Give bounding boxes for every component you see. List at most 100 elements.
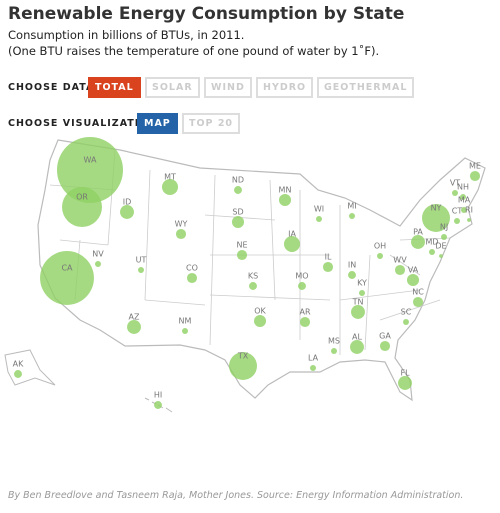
state-bubble	[231, 215, 245, 229]
subtitle: Consumption in billions of BTUs, in 2011…	[8, 28, 245, 42]
state-bubble	[278, 193, 292, 207]
state-label: WV	[393, 256, 407, 265]
state-bubble	[40, 251, 94, 305]
state-label: AL	[352, 333, 362, 342]
state-label: OR	[76, 193, 88, 202]
state-label: ID	[123, 198, 132, 207]
state-bubble	[316, 216, 322, 222]
data-label: CHOOSE DATA:	[8, 82, 100, 93]
state-bubble	[421, 203, 451, 233]
state-label: WA	[84, 156, 97, 165]
state-bubble	[127, 320, 141, 334]
state-label: FL	[400, 369, 410, 378]
state-label: SC	[401, 308, 412, 317]
option-button[interactable]: TOP 20	[182, 113, 241, 134]
state-label: MD	[425, 238, 438, 247]
state-label: GA	[379, 332, 391, 341]
state-bubble	[349, 213, 355, 219]
state-bubble	[322, 261, 334, 273]
state-bubble	[411, 235, 425, 249]
state-label: AR	[299, 308, 310, 317]
state-label: DE	[435, 242, 446, 251]
state-bubble	[95, 261, 101, 267]
state-bubble	[62, 187, 102, 227]
state-label: RI	[465, 206, 473, 215]
state-label: MT	[164, 173, 176, 182]
state-label: PA	[413, 228, 423, 237]
state-label: WI	[314, 205, 324, 214]
state-bubble	[249, 282, 257, 290]
state-label: MS	[328, 337, 340, 346]
state-bubble	[350, 340, 364, 354]
state-label: OH	[374, 242, 386, 251]
state-bubble	[175, 228, 187, 240]
state-label: NM	[179, 317, 192, 326]
state-bubble	[441, 234, 447, 240]
state-bubble	[454, 218, 460, 224]
state-bubble	[228, 351, 258, 381]
state-label: CA	[61, 264, 73, 273]
state-label: LA	[308, 354, 319, 363]
state-bubble	[331, 348, 337, 354]
state-label: WY	[175, 220, 188, 229]
title: Renewable Energy Consumption by State	[8, 4, 405, 24]
option-button[interactable]: TOTAL	[88, 77, 141, 98]
state-label: ND	[232, 176, 244, 185]
state-bubble	[439, 254, 443, 258]
viz-label: CHOOSE VISUALIZATION:	[8, 118, 163, 129]
state-bubble	[394, 264, 406, 276]
state-label: MI	[347, 202, 356, 211]
state-bubble	[429, 249, 435, 255]
state-bubble	[379, 340, 391, 352]
state-bubble	[182, 328, 188, 334]
state-bubble	[406, 273, 420, 287]
map: WA OR CA ID MT WY NV UT CO AZ NM ND SD NE KS OK TX MN IA MO…	[4, 137, 486, 413]
state-bubble	[461, 207, 467, 213]
state-label: MN	[279, 186, 292, 195]
option-button[interactable]: GEOTHERMAL	[317, 77, 415, 98]
state-bubble	[403, 319, 409, 325]
state-bubble	[253, 314, 267, 328]
option-button[interactable]: MAP	[137, 113, 178, 134]
state-bubble	[377, 253, 383, 259]
note: (One BTU raises the temperature of one p…	[8, 44, 380, 58]
state-bubble	[57, 137, 123, 203]
state-label: IN	[348, 261, 356, 270]
state-label: TX	[237, 352, 249, 361]
state-label: MO	[295, 272, 308, 281]
state-bubble	[310, 365, 316, 371]
state-bubble	[283, 235, 301, 253]
state-label: AK	[13, 360, 24, 369]
state-bubble	[154, 401, 162, 409]
state-label: VA	[408, 266, 419, 275]
state-label: ME	[469, 162, 481, 171]
state-label: CO	[186, 264, 198, 273]
state-label: KY	[357, 279, 367, 288]
state-label: CT	[452, 207, 463, 216]
state-label: OK	[254, 307, 266, 316]
state-bubble	[467, 218, 471, 222]
state-bubble	[298, 282, 306, 290]
option-button[interactable]: SOLAR	[145, 77, 200, 98]
option-button[interactable]: WIND	[204, 77, 252, 98]
state-bubble	[351, 305, 365, 319]
state-label: NJ	[440, 223, 448, 232]
state-bubble	[161, 178, 179, 196]
state-label: NH	[457, 183, 469, 192]
state-label: NV	[92, 250, 104, 259]
state-label: NY	[431, 204, 442, 213]
state-bubble	[14, 370, 22, 378]
state-label: NC	[412, 288, 424, 297]
state-label: MA	[458, 196, 471, 205]
state-label: SD	[232, 208, 243, 217]
option-button[interactable]: HYDRO	[256, 77, 314, 98]
state-bubble	[469, 170, 481, 182]
state-label: AZ	[129, 313, 140, 322]
state-bubble	[359, 290, 365, 296]
state-label: HI	[154, 391, 162, 400]
state-label: KS	[248, 272, 258, 281]
state-bubble	[398, 376, 412, 390]
state-bubble	[236, 249, 248, 261]
state-label: IA	[288, 230, 296, 239]
